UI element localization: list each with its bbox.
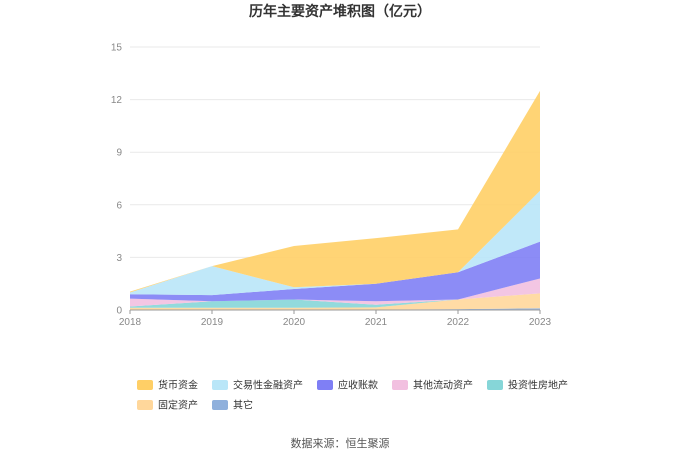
- area-series-1: [130, 293, 540, 310]
- y-tick-label: 6: [116, 200, 122, 211]
- legend-item[interactable]: 货币资金: [137, 379, 198, 392]
- legend-label: 其他流动资产: [413, 379, 473, 392]
- legend-item[interactable]: 应收账款: [317, 379, 378, 392]
- legend-item[interactable]: 其他流动资产: [392, 379, 473, 392]
- axes: 0 3 6 9 12 15 2018 2019 2020 2021 2022 2023: [111, 43, 552, 329]
- area-series-3: [130, 278, 540, 307]
- data-source: 数据来源：恒生聚源: [291, 436, 390, 450]
- legend-swatch: [487, 380, 503, 390]
- x-tick-label: 2019: [201, 317, 224, 328]
- x-tick-label: 2023: [529, 317, 552, 328]
- legend-swatch: [137, 380, 153, 390]
- x-tick-label: 2022: [447, 317, 470, 328]
- legend-label: 货币资金: [158, 379, 198, 392]
- legend-item[interactable]: 投资性房地产: [487, 379, 568, 392]
- legend-swatch: [212, 380, 228, 390]
- x-tick-label: 2021: [365, 317, 388, 328]
- legend-swatch: [392, 380, 408, 390]
- legend-item[interactable]: 固定资产: [137, 399, 198, 412]
- legend-swatch: [212, 400, 228, 410]
- legend-label: 交易性金融资产: [233, 379, 303, 392]
- legend-swatch: [137, 400, 153, 410]
- area-series-5: [130, 190, 540, 296]
- legend-item[interactable]: 交易性金融资产: [212, 379, 303, 392]
- x-tick-label: 2018: [119, 317, 142, 328]
- legend-label: 投资性房地产: [508, 379, 568, 392]
- chart-title: 历年主要资产堆积图（亿元）: [249, 3, 431, 19]
- legend-label: 固定资产: [158, 399, 198, 412]
- area-series-4: [130, 241, 540, 302]
- legend-item[interactable]: 其它: [212, 399, 253, 412]
- legend-swatch: [317, 380, 333, 390]
- area-series-6: [130, 90, 540, 293]
- y-tick-label: 3: [116, 253, 122, 264]
- y-tick-label: 12: [111, 95, 123, 106]
- area-series-2: [130, 293, 540, 308]
- y-tick-label: 9: [116, 148, 122, 159]
- y-tick-label: 15: [111, 43, 123, 54]
- x-tick-label: 2020: [283, 317, 306, 328]
- legend-label: 应收账款: [338, 379, 378, 392]
- legend-label: 其它: [233, 399, 253, 412]
- series-areas: [130, 90, 540, 310]
- y-tick-label: 0: [116, 306, 122, 317]
